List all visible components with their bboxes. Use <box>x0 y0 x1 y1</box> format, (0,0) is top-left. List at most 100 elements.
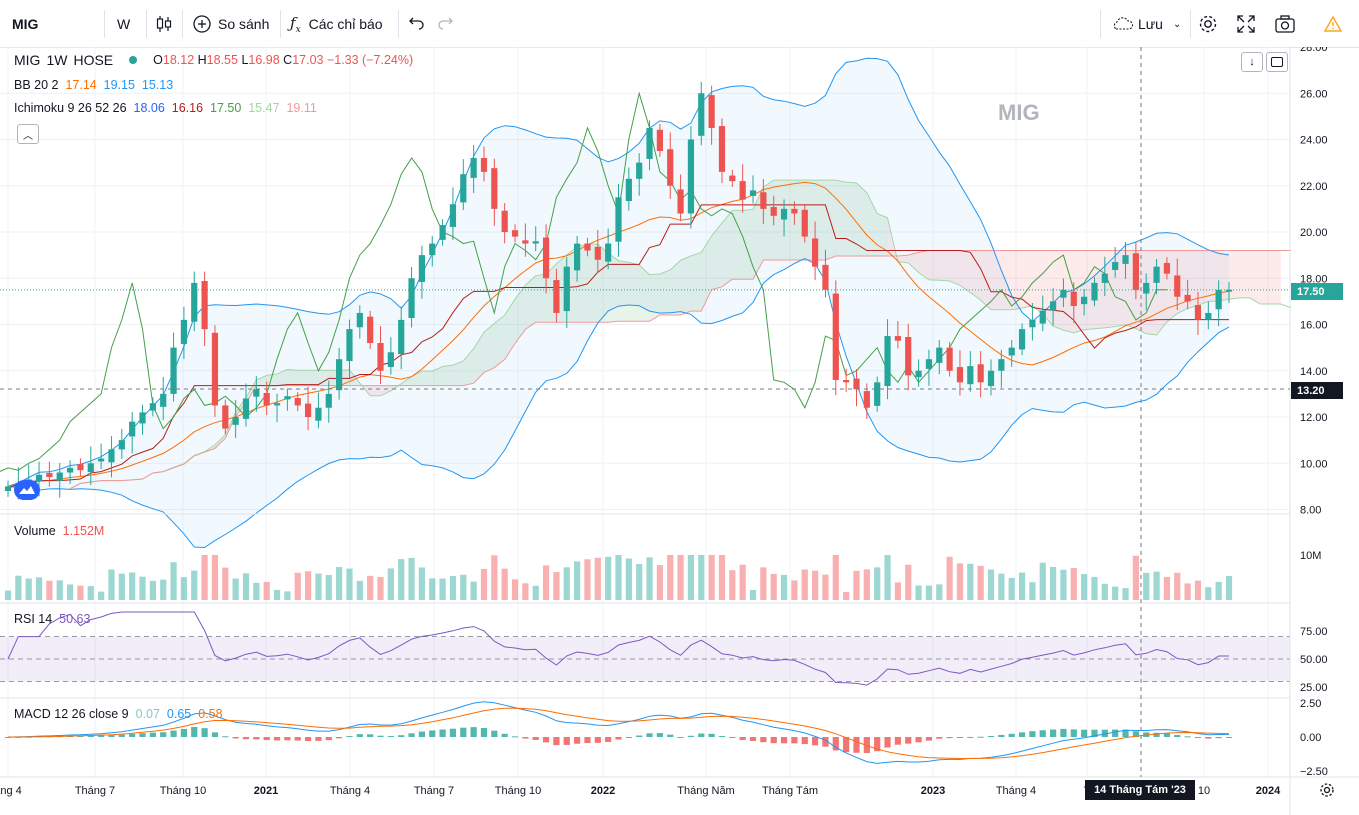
macd-legend[interactable]: MACD 12 26 close 9 0.07 0.65 0.58 <box>14 707 223 721</box>
macd-histogram-bar <box>511 736 519 738</box>
warning-button[interactable] <box>1324 8 1342 40</box>
maximize-pane-button[interactable] <box>1266 52 1288 72</box>
legend-symbol: MIG <box>14 52 41 68</box>
macd-histogram-bar <box>1225 737 1233 738</box>
candle-body <box>677 189 684 214</box>
candle-body <box>1049 301 1057 311</box>
macd-histogram-bar <box>284 737 291 741</box>
candle-body <box>605 243 612 262</box>
snapshot-button[interactable] <box>1274 8 1296 40</box>
time-axis-label: Tháng Tám <box>762 785 818 797</box>
macd-histogram-bar <box>563 737 570 745</box>
candle-body <box>1184 294 1191 302</box>
chevron-up-icon: ︿ <box>23 130 33 142</box>
candle-body <box>791 208 798 214</box>
candle-body <box>956 367 964 383</box>
volume-bar <box>1194 580 1202 600</box>
volume-bar <box>387 568 394 600</box>
ichimoku-legend[interactable]: Ichimoku 9 26 52 26 18.06 16.16 17.50 15… <box>14 101 317 115</box>
macd-tick-label: 0.00 <box>1300 732 1321 744</box>
volume-bar <box>1132 555 1139 600</box>
undo-button[interactable] <box>408 8 426 40</box>
chart-area[interactable]: 28.00 26.00 24.00 22.00 20.00 18.00 16.00 14.00… <box>0 47 1359 815</box>
volume-legend[interactable]: Volume 1.152M <box>14 524 105 538</box>
divider <box>104 10 105 38</box>
cloud-icon <box>1113 17 1134 30</box>
volume-bar <box>180 577 188 600</box>
legend-ohlc: O18.12 H18.55 L16.98 C17.03 −1.33 (−7.24… <box>153 53 414 67</box>
macd-histogram-bar <box>874 737 881 752</box>
redo-button[interactable] <box>436 8 454 40</box>
fullscreen-button[interactable] <box>1236 8 1256 40</box>
candle-body <box>998 359 1005 371</box>
time-axis-label: Tháng 7 <box>75 785 115 797</box>
volume-bar <box>77 585 84 600</box>
indicators-label: Các chỉ báo <box>308 16 383 32</box>
candle-body <box>1029 319 1036 328</box>
volume-bar <box>853 570 860 600</box>
rsi-legend[interactable]: RSI 14 50.63 <box>14 612 91 626</box>
macd-histogram-bar <box>222 736 229 738</box>
volume-bar <box>977 565 984 600</box>
market-status-dot <box>129 56 138 64</box>
logo-icon[interactable] <box>14 480 40 500</box>
volume-bar <box>1081 574 1088 600</box>
volume-bar <box>946 556 953 600</box>
candle-body <box>760 192 767 209</box>
macd-histogram-bar <box>946 737 953 739</box>
volume-bar <box>284 591 291 600</box>
save-button[interactable]: Lưu ⌄ <box>1110 8 1181 40</box>
candle-body <box>491 168 498 209</box>
divider <box>182 10 183 38</box>
divider <box>1100 10 1101 38</box>
time-axis-label: Tháng 10 <box>160 785 206 797</box>
cloud-segment <box>690 252 702 312</box>
candle-body <box>222 405 229 429</box>
cloud-segment <box>442 365 453 386</box>
macd-histogram-bar <box>170 730 177 737</box>
time-axis-settings-button[interactable] <box>1318 781 1336 802</box>
cloud-segment <box>256 375 267 386</box>
interval-button[interactable]: W <box>117 8 130 40</box>
divider <box>280 10 281 38</box>
cloud-segment <box>525 275 536 330</box>
candle-body <box>532 241 539 244</box>
scroll-down-button[interactable]: ↓ <box>1241 52 1263 72</box>
volume-bar <box>304 571 312 600</box>
cloud-segment <box>266 373 278 386</box>
compare-label: So sánh <box>218 16 270 32</box>
volume-bar <box>615 555 622 600</box>
indicators-button[interactable]: ƒx Các chỉ báo <box>290 8 383 40</box>
macd-histogram-bar <box>98 735 105 737</box>
compare-button[interactable]: So sánh <box>192 8 269 40</box>
macd-histogram-bar <box>811 737 819 746</box>
macd-histogram-bar <box>367 734 374 737</box>
candle-body <box>294 398 301 406</box>
cloud-segment <box>308 370 319 386</box>
macd-histogram-bar <box>956 737 964 738</box>
macd-histogram-bar <box>646 733 653 737</box>
cloud-segment <box>959 250 971 293</box>
volume-bar <box>801 569 808 600</box>
macd-histogram-bar <box>987 736 995 738</box>
symbol-search-button[interactable]: MIG <box>12 8 38 40</box>
macd-tick-label: −2.50 <box>1300 766 1328 778</box>
macd-histogram-bar <box>325 737 332 741</box>
macd-histogram-bar <box>304 737 312 742</box>
chart-type-button[interactable] <box>155 8 173 40</box>
top-toolbar: MIG W So sánh ƒx Các chỉ báo <box>0 0 1359 48</box>
time-axis-label: 2023 <box>921 785 945 797</box>
candle-body <box>35 474 43 482</box>
macd-histogram-bar <box>791 737 798 744</box>
volume-bar <box>956 563 964 600</box>
volume-bar <box>222 567 229 600</box>
candle-body <box>739 181 746 200</box>
settings-button[interactable] <box>1197 8 1219 40</box>
macd-histogram-bar <box>584 737 591 744</box>
volume-bar <box>563 567 570 600</box>
macd-histogram-bar <box>139 733 146 737</box>
bb-legend[interactable]: BB 20 2 17.14 19.15 15.13 <box>14 78 174 92</box>
candle-body <box>656 129 663 152</box>
cloud-segment <box>1260 250 1271 305</box>
collapse-legend-button[interactable]: ︿ <box>17 124 39 144</box>
